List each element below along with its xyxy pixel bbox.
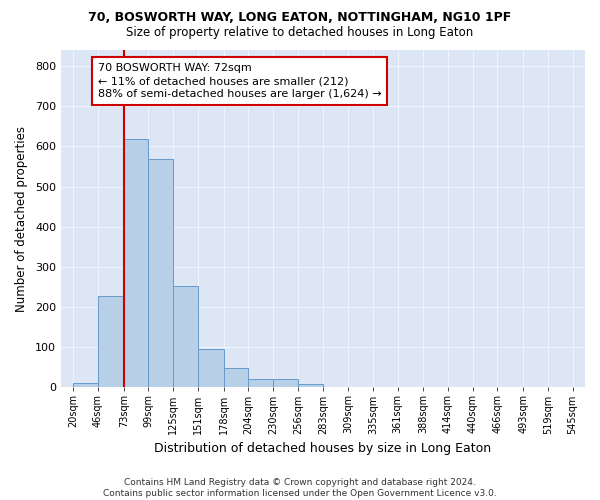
- Bar: [248, 378, 273, 388]
- Bar: [148, 159, 173, 388]
- Bar: [198, 349, 224, 388]
- Y-axis label: Number of detached properties: Number of detached properties: [15, 126, 28, 312]
- Bar: [173, 286, 198, 388]
- Text: 70, BOSWORTH WAY, LONG EATON, NOTTINGHAM, NG10 1PF: 70, BOSWORTH WAY, LONG EATON, NOTTINGHAM…: [88, 11, 512, 24]
- Bar: [298, 384, 323, 388]
- X-axis label: Distribution of detached houses by size in Long Eaton: Distribution of detached houses by size …: [154, 442, 491, 455]
- Bar: [98, 296, 124, 388]
- Bar: [273, 378, 298, 388]
- Text: Size of property relative to detached houses in Long Eaton: Size of property relative to detached ho…: [127, 26, 473, 39]
- Bar: [124, 139, 148, 388]
- Bar: [73, 383, 98, 388]
- Text: Contains HM Land Registry data © Crown copyright and database right 2024.
Contai: Contains HM Land Registry data © Crown c…: [103, 478, 497, 498]
- Bar: [224, 368, 248, 388]
- Text: 70 BOSWORTH WAY: 72sqm
← 11% of detached houses are smaller (212)
88% of semi-de: 70 BOSWORTH WAY: 72sqm ← 11% of detached…: [98, 63, 382, 100]
